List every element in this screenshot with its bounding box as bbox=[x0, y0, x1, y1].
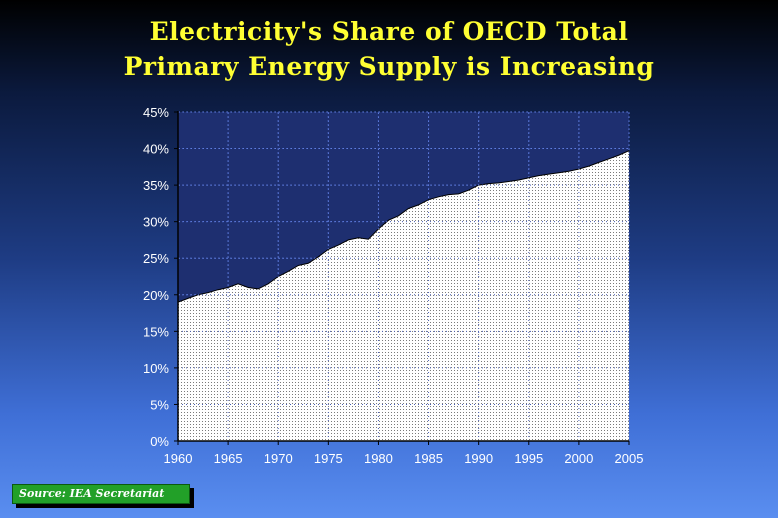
x-tick-label: 1975 bbox=[314, 451, 343, 466]
x-tick-labels: 1960 1965 1970 1975 1980 1985 1990 1995 2000 2005 bbox=[164, 451, 644, 466]
x-tick-label: 1980 bbox=[364, 451, 393, 466]
y-tick-label: 45% bbox=[143, 105, 169, 120]
chart-title-line-2: Primary Energy Supply is Increasing bbox=[123, 52, 655, 81]
x-tick-label: 1990 bbox=[464, 451, 493, 466]
y-tick-labels: 0% 5% 10% 15% 20% 25% 30% 35% 40% 45% bbox=[143, 105, 169, 449]
y-tick-label: 15% bbox=[143, 324, 169, 339]
y-tick-label: 0% bbox=[150, 434, 169, 449]
x-tick-label: 1995 bbox=[514, 451, 543, 466]
y-tick-label: 10% bbox=[143, 361, 169, 376]
x-tick-label: 1985 bbox=[414, 451, 443, 466]
series-area bbox=[178, 150, 629, 441]
y-tick-label: 25% bbox=[143, 251, 169, 266]
y-tick-label: 35% bbox=[143, 178, 169, 193]
x-tick-label: 2005 bbox=[615, 451, 644, 466]
y-tick-label: 30% bbox=[143, 215, 169, 230]
series-line bbox=[177, 150, 630, 303]
y-tick-label: 5% bbox=[150, 397, 169, 412]
x-tick-label: 1960 bbox=[164, 451, 193, 466]
x-tick-label: 2000 bbox=[564, 451, 593, 466]
y-tick-label: 20% bbox=[143, 288, 169, 303]
chart-title-line-1: Electricity's Share of OECD Total bbox=[149, 17, 629, 46]
grid-lines-over-area bbox=[178, 111, 630, 441]
source-note: Source: IEA Secretariat bbox=[12, 484, 190, 504]
y-tick-label: 40% bbox=[143, 142, 169, 157]
axes bbox=[174, 111, 630, 445]
x-tick-label: 1970 bbox=[264, 451, 293, 466]
x-tick-label: 1965 bbox=[214, 451, 243, 466]
chart-title: Electricity's Share of OECD Total Primar… bbox=[0, 14, 778, 84]
